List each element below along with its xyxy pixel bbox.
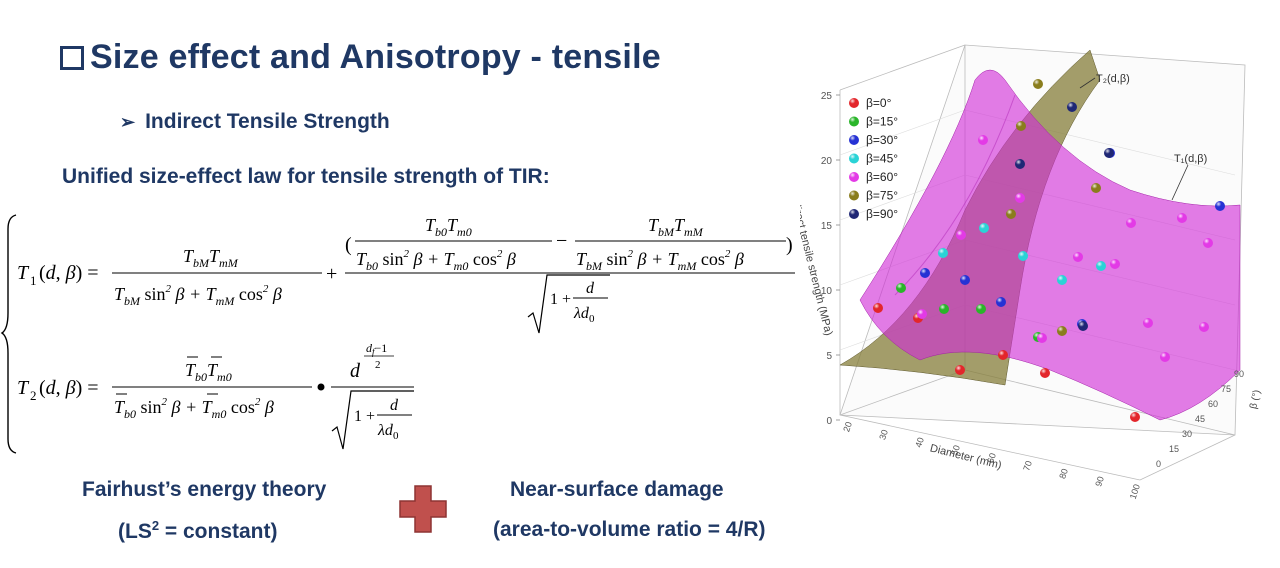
x-axis-label: Diameter (mm): [929, 442, 1003, 471]
svg-text:Tb0Tm0: Tb0Tm0: [425, 215, 472, 239]
svg-text:): ): [786, 234, 793, 256]
x-tick-label: 20: [841, 421, 854, 434]
legend-label: β=45°: [866, 152, 898, 166]
x-tick-label: 60: [985, 452, 998, 465]
svg-text:T: T: [17, 262, 30, 284]
z-tick-label: 30: [1182, 429, 1192, 439]
checkbox-bullet-icon: [60, 46, 84, 70]
z-tick-label: 45: [1195, 414, 1205, 424]
svg-text:TbM sin2 β + TmM cos2 β: TbM sin2 β + TmM cos2 β: [576, 248, 744, 273]
legend-label: β=0°: [866, 96, 892, 110]
arrow-bullet-icon: ➢: [120, 112, 136, 132]
equation-system: T 1 (d, β) = TbMTmM TbM sin2 β + TmM cos…: [0, 214, 795, 454]
area-volume-label: (area-to-volume ratio = 4/R): [493, 518, 766, 541]
y-tick-label: 10: [821, 286, 833, 297]
svg-text:λd0: λd0: [377, 422, 399, 442]
svg-text:d: d: [390, 397, 399, 414]
y-tick-label: 20: [821, 156, 833, 167]
near-surface-label: Near-surface damage: [510, 478, 724, 501]
y-tick-label: 15: [821, 221, 833, 232]
legend-label: β=60°: [866, 170, 898, 184]
slide-title-text: Size effect and Anisotropy - tensile: [90, 38, 661, 76]
z-tick-label: 75: [1221, 384, 1231, 394]
surface-label-t1: T₁(d,β): [1174, 153, 1207, 165]
svg-text:d: d: [586, 280, 595, 297]
x-tick-label: 40: [913, 436, 926, 449]
legend: β=0° β=15° β=30° β=45° β=60° β=75° β=90°: [849, 96, 898, 221]
slide-title: Size effect and Anisotropy - tensile: [60, 38, 661, 77]
svg-text:1: 1: [30, 273, 37, 288]
y-axis-label: Indirect tensile strength (MPa): [800, 192, 834, 337]
svg-text:(d, β) =: (d, β) =: [39, 262, 99, 284]
legend-label: β=15°: [866, 115, 898, 129]
svg-text:1 +: 1 +: [354, 408, 375, 425]
svg-text:Tb0 sin2 β + Tm0 cos2 β: Tb0 sin2 β + Tm0 cos2 β: [114, 396, 274, 421]
svg-text:Tb0 sin2 β + Tm0 cos2 β: Tb0 sin2 β + Tm0 cos2 β: [356, 248, 516, 273]
x-tick-label: 30: [877, 428, 890, 441]
legend-label: β=90°: [866, 207, 898, 221]
svg-text:2: 2: [30, 388, 37, 403]
z-tick-label: 90: [1234, 369, 1244, 379]
x-tick-label: 100: [1128, 483, 1142, 500]
system-brace: [0, 214, 17, 454]
constant-label-pre: (LS: [118, 520, 152, 543]
x-tick-label: 70: [1021, 460, 1034, 473]
x-tick-label: 90: [1093, 475, 1106, 488]
svg-text:d: d: [350, 360, 361, 382]
svg-text:−: −: [556, 230, 567, 252]
svg-text:+: +: [326, 263, 337, 285]
y-tick-label: 25: [821, 91, 833, 102]
plus-icon: [399, 485, 447, 533]
surface-label-t2: T₂(d,β): [1096, 73, 1130, 85]
svg-text:λd0: λd0: [573, 305, 595, 325]
subtitle: Unified size-effect law for tensile stre…: [62, 165, 550, 188]
bullet-text: Indirect Tensile Strength: [145, 110, 390, 133]
equation-t2: T 2 (d, β) = Tb0Tm0 Tb0 sin2 β + Tm0 cos…: [17, 341, 414, 450]
z-tick-label: 0: [1156, 459, 1161, 469]
svg-text:TbMTmM: TbMTmM: [648, 215, 704, 239]
y-tick-label: 5: [826, 351, 832, 362]
svg-text:df−1: df−1: [366, 341, 387, 357]
svg-text:(: (: [345, 234, 352, 256]
svg-text:1 +: 1 +: [550, 291, 571, 308]
energy-theory-label: Fairhust’s energy theory: [82, 478, 327, 501]
bullet-item: ➢ Indirect Tensile Strength: [120, 110, 390, 134]
y-axis-ticks: 0 5 10 15 20 25: [821, 91, 840, 427]
z-tick-label: 60: [1208, 399, 1218, 409]
y-tick-label: 0: [826, 416, 832, 427]
legend-label: β=75°: [866, 189, 898, 203]
x-tick-label: 50: [949, 444, 962, 457]
svg-text:Tb0Tm0: Tb0Tm0: [185, 360, 232, 384]
svg-text:(d, β) =: (d, β) =: [39, 377, 99, 399]
z-axis-label: β (°): [1248, 389, 1263, 410]
tensile-strength-3d-chart: T₂(d,β) T₁(d,β) β=0° β=15° β=30° β=45° β=60°…: [800, 44, 1263, 501]
data-points: [873, 79, 1225, 422]
x-tick-label: 80: [1057, 467, 1070, 480]
svg-text:TbMTmM: TbMTmM: [183, 246, 239, 270]
svg-text:2: 2: [375, 359, 381, 371]
constant-label: (LS2 = constant): [118, 518, 278, 544]
surface-t1: [859, 69, 1241, 421]
z-tick-label: 15: [1169, 444, 1179, 454]
svg-text:T: T: [17, 377, 30, 399]
x-axis-ticks: 20 30 40 50 60 70 80 90 100: [841, 421, 1142, 501]
t1-leader: [1171, 164, 1189, 201]
constant-label-sup: 2: [151, 518, 160, 533]
svg-text:TbM sin2 β + TmM cos2 β: TbM sin2 β + TmM cos2 β: [114, 283, 282, 308]
constant-label-post: = constant): [159, 520, 278, 543]
t2-leader: [1079, 77, 1096, 89]
surface-t1-ridge: [894, 94, 1016, 296]
legend-label: β=30°: [866, 133, 898, 147]
equation-t1: T 1 (d, β) = TbMTmM TbM sin2 β + TmM cos…: [17, 215, 795, 334]
